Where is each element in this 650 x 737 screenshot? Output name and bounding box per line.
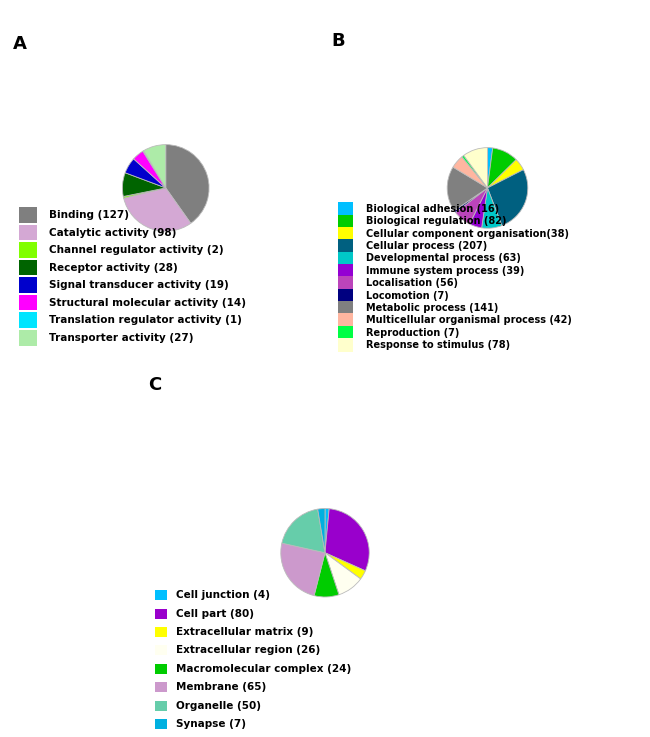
Text: Multicellular organismal process (42): Multicellular organismal process (42) [366, 315, 572, 325]
Text: Reproduction (7): Reproduction (7) [366, 327, 460, 338]
Bar [20, 242, 37, 258]
Bar [338, 289, 353, 302]
Text: Extracellular region (26): Extracellular region (26) [176, 646, 320, 655]
Text: Binding (127): Binding (127) [49, 210, 129, 220]
Bar [338, 227, 353, 240]
Bar [20, 259, 37, 276]
Text: Response to stimulus (78): Response to stimulus (78) [366, 340, 510, 350]
Wedge shape [488, 147, 493, 188]
Bar [338, 326, 353, 339]
Wedge shape [488, 148, 516, 188]
Text: C: C [148, 376, 161, 394]
Bar [338, 301, 353, 315]
Bar [338, 264, 353, 278]
Text: Catalytic activity (98): Catalytic activity (98) [49, 228, 177, 237]
Bar [338, 240, 353, 253]
Wedge shape [463, 147, 488, 188]
Wedge shape [134, 151, 166, 188]
Wedge shape [453, 157, 488, 188]
Text: Signal transducer activity (19): Signal transducer activity (19) [49, 280, 229, 290]
Wedge shape [469, 188, 488, 228]
Text: Cell junction (4): Cell junction (4) [176, 590, 270, 600]
Wedge shape [325, 553, 361, 595]
Wedge shape [124, 188, 191, 231]
Bar [338, 313, 353, 327]
Text: Transporter activity (27): Transporter activity (27) [49, 332, 194, 343]
Text: Extracellular matrix (9): Extracellular matrix (9) [176, 627, 313, 637]
Text: Locomotion (7): Locomotion (7) [366, 290, 448, 301]
Text: Receptor activity (28): Receptor activity (28) [49, 262, 178, 273]
Wedge shape [318, 509, 325, 553]
Wedge shape [166, 144, 209, 223]
Bar [20, 207, 37, 223]
Text: Developmental process (63): Developmental process (63) [366, 254, 521, 263]
Text: Macromolecular complex (24): Macromolecular complex (24) [176, 664, 351, 674]
Wedge shape [456, 188, 488, 224]
Text: Biological regulation (82): Biological regulation (82) [366, 217, 506, 226]
Wedge shape [314, 553, 339, 597]
Text: A: A [13, 35, 27, 53]
Text: Organelle (50): Organelle (50) [176, 701, 261, 710]
Bar [20, 329, 37, 346]
Bar [155, 609, 166, 618]
Wedge shape [488, 170, 528, 226]
Text: Structural molecular activity (14): Structural molecular activity (14) [49, 298, 246, 307]
Text: Localisation (56): Localisation (56) [366, 278, 458, 288]
Bar [155, 627, 166, 637]
Text: Cellular process (207): Cellular process (207) [366, 241, 488, 251]
Text: Cell part (80): Cell part (80) [176, 609, 254, 618]
Bar [338, 276, 353, 290]
Text: Cellular component organisation(38): Cellular component organisation(38) [366, 228, 569, 239]
Wedge shape [281, 543, 325, 595]
Bar [338, 214, 353, 228]
Wedge shape [143, 150, 166, 188]
Bar [155, 664, 166, 674]
Bar [155, 682, 166, 692]
Wedge shape [125, 159, 166, 188]
Wedge shape [144, 144, 166, 188]
Text: Channel regulator activity (2): Channel regulator activity (2) [49, 245, 224, 255]
Bar [155, 701, 166, 710]
Wedge shape [482, 188, 502, 228]
Bar [338, 252, 353, 265]
Bar [20, 277, 37, 293]
Wedge shape [122, 172, 166, 197]
Wedge shape [124, 188, 166, 198]
Wedge shape [454, 188, 488, 212]
Bar [20, 225, 37, 240]
Bar [338, 203, 353, 216]
Bar [20, 295, 37, 310]
Wedge shape [325, 553, 365, 579]
Text: Biological adhesion (16): Biological adhesion (16) [366, 204, 499, 214]
Bar [20, 312, 37, 328]
Text: Membrane (65): Membrane (65) [176, 682, 266, 692]
Wedge shape [282, 509, 325, 553]
Wedge shape [462, 156, 488, 188]
Text: Translation regulator activity (1): Translation regulator activity (1) [49, 315, 242, 325]
Bar [155, 646, 166, 655]
Bar [338, 338, 353, 352]
Wedge shape [447, 167, 488, 211]
Text: B: B [332, 32, 345, 50]
Text: Metabolic process (141): Metabolic process (141) [366, 303, 499, 313]
Wedge shape [325, 509, 369, 571]
Text: Immune system process (39): Immune system process (39) [366, 266, 525, 276]
Wedge shape [488, 160, 523, 188]
Text: Synapse (7): Synapse (7) [176, 719, 246, 729]
Bar [155, 719, 166, 729]
Bar [155, 590, 166, 600]
Wedge shape [325, 509, 329, 553]
